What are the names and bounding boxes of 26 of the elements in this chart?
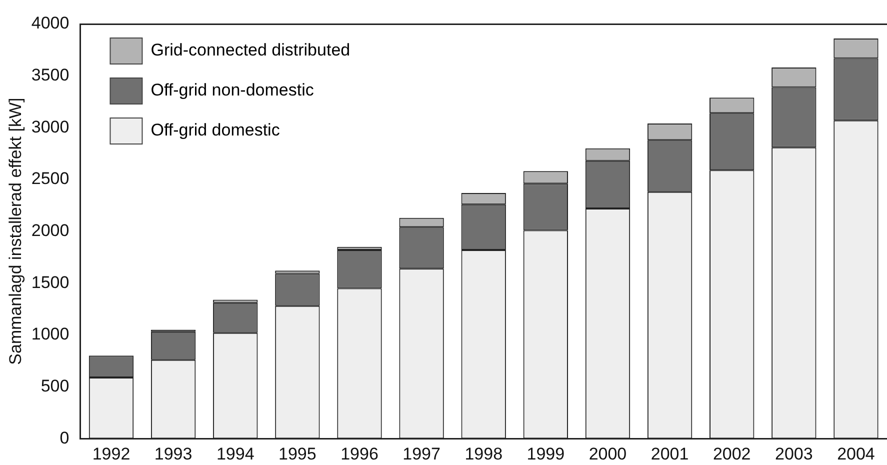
x-tick-label: 2004 xyxy=(837,444,875,464)
y-tick-label: 1500 xyxy=(31,272,70,292)
y-tick-label: 0 xyxy=(60,428,70,448)
x-tick-label: 1995 xyxy=(278,444,316,464)
x-tick-label: 2000 xyxy=(588,444,627,464)
x-tick-label: 1994 xyxy=(216,444,254,464)
x-tick-label: 1999 xyxy=(526,444,565,464)
y-tick-label: 2500 xyxy=(31,169,70,188)
y-axis-title: Sammanlagd installerad effekt [kW] xyxy=(6,98,25,365)
y-tick-label: 500 xyxy=(40,376,70,396)
x-tick-label: 2001 xyxy=(650,444,689,464)
x-tick-label: 1997 xyxy=(402,444,440,464)
y-tick-label: 4000 xyxy=(31,14,70,33)
x-tick-label: 1996 xyxy=(340,444,378,464)
legend-label: Grid-connected distributed xyxy=(150,40,350,60)
legend-label: Off-grid domestic xyxy=(150,120,280,140)
x-tick-label: 1992 xyxy=(92,444,130,464)
x-tick-label: 1993 xyxy=(154,444,192,464)
x-tick-label: 1998 xyxy=(464,444,503,464)
legend-label: Off-grid non-domestic xyxy=(150,80,314,100)
y-tick-label: 3000 xyxy=(31,117,70,136)
y-tick-label: 3500 xyxy=(31,66,70,85)
x-tick-label: 2002 xyxy=(712,444,751,464)
y-tick-label: 2000 xyxy=(31,220,70,240)
x-tick-label: 2003 xyxy=(774,444,813,464)
y-tick-label: 1000 xyxy=(31,324,70,344)
